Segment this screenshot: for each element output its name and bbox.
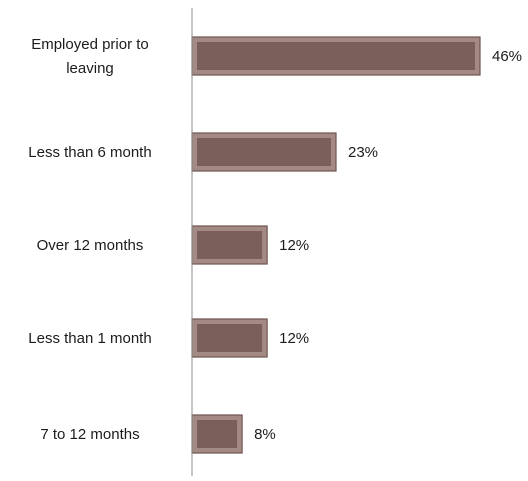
category-label-line: Employed prior to <box>31 36 149 53</box>
value-label-4: 8% <box>254 426 276 443</box>
category-label-line: Over 12 months <box>37 237 144 254</box>
category-label-3: Less than 1 month <box>28 330 151 347</box>
bar-fill-4 <box>197 420 238 448</box>
value-label-0: 46% <box>492 48 522 65</box>
bars-layer <box>191 36 481 454</box>
category-label-line: 7 to 12 months <box>40 426 139 443</box>
category-label-4: 7 to 12 months <box>40 426 139 443</box>
value-label-1: 23% <box>348 144 378 161</box>
value-label-2: 12% <box>279 237 309 254</box>
category-label-line: Less than 1 month <box>28 330 151 347</box>
category-label-2: Over 12 months <box>37 237 144 254</box>
category-label-1: Less than 6 month <box>28 144 151 161</box>
category-label-line: Less than 6 month <box>28 144 151 161</box>
bar-fill-3 <box>197 324 263 352</box>
bar-fill-1 <box>197 138 331 166</box>
bar-fill-0 <box>197 42 475 70</box>
category-label-0: Employed prior to leaving <box>31 36 149 77</box>
labels-layer: 46% Employed prior to leaving 23% Less than … <box>28 36 522 443</box>
value-label-3: 12% <box>279 330 309 347</box>
bar-fill-2 <box>197 231 263 259</box>
category-label-line: leaving <box>66 60 114 77</box>
